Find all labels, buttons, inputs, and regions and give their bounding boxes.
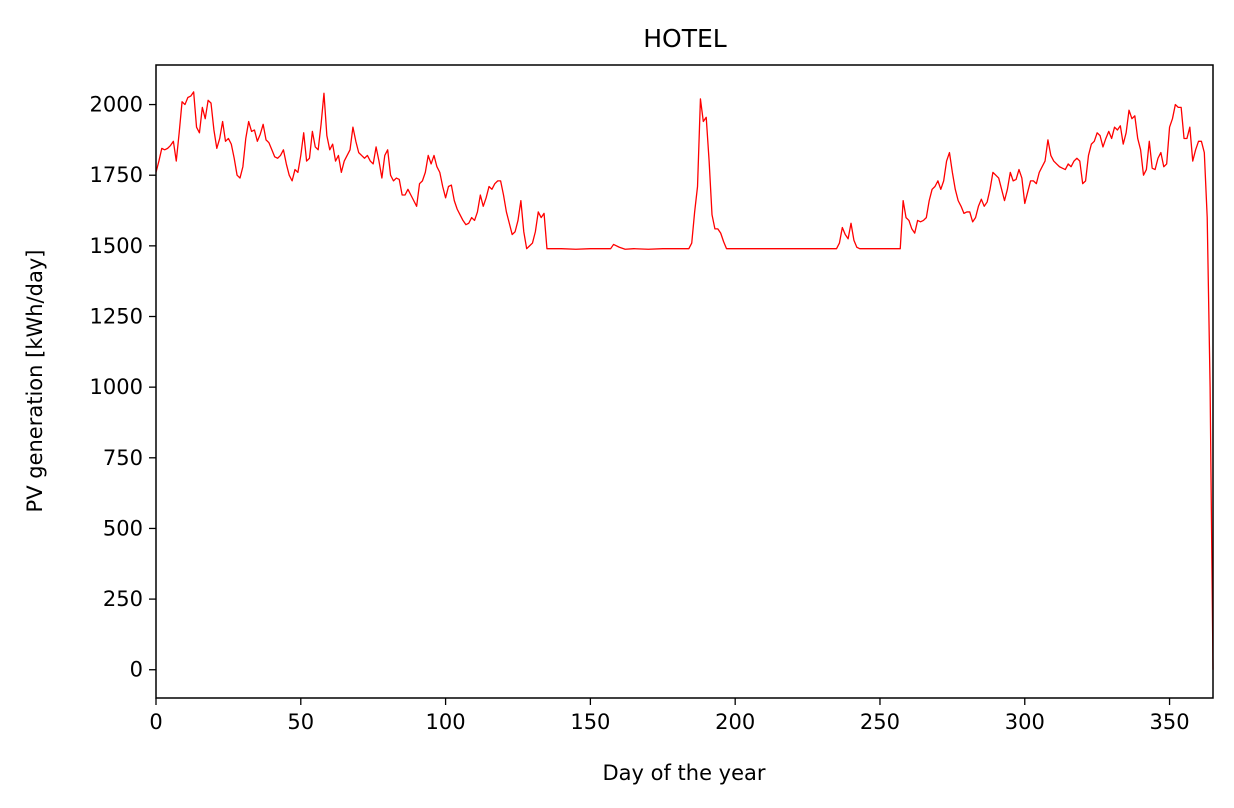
y-tick-label: 0 <box>130 658 143 682</box>
axes-frame <box>155 64 1214 699</box>
x-axis-label: Day of the year <box>602 761 765 785</box>
x-tick-label: 50 <box>287 710 314 734</box>
y-tick-label: 1000 <box>90 375 143 399</box>
y-axis-label: PV generation [kWh/day] <box>23 250 47 513</box>
x-axis: 0 50 100 150 200 250 300 350 <box>149 698 1190 734</box>
plot-area <box>155 64 1214 699</box>
chart-title: HOTEL <box>643 24 727 53</box>
y-tick-label: 750 <box>103 446 143 470</box>
y-tick-label: 2000 <box>90 93 143 117</box>
series-line <box>155 91 1214 670</box>
x-tick-label: 200 <box>715 710 755 734</box>
x-tick-label: 0 <box>149 710 162 734</box>
x-tick-label: 350 <box>1150 710 1190 734</box>
y-tick-label: 1250 <box>90 305 143 329</box>
y-axis: 0 250 500 750 1000 1250 1500 1750 2000 <box>90 93 156 682</box>
x-tick-label: 250 <box>860 710 900 734</box>
x-tick-label: 100 <box>426 710 466 734</box>
x-tick-label: 150 <box>570 710 610 734</box>
y-tick-label: 1750 <box>90 163 143 187</box>
y-tick-label: 250 <box>103 587 143 611</box>
y-tick-label: 500 <box>103 516 143 540</box>
y-tick-label: 1500 <box>90 234 143 258</box>
x-tick-label: 300 <box>1005 710 1045 734</box>
